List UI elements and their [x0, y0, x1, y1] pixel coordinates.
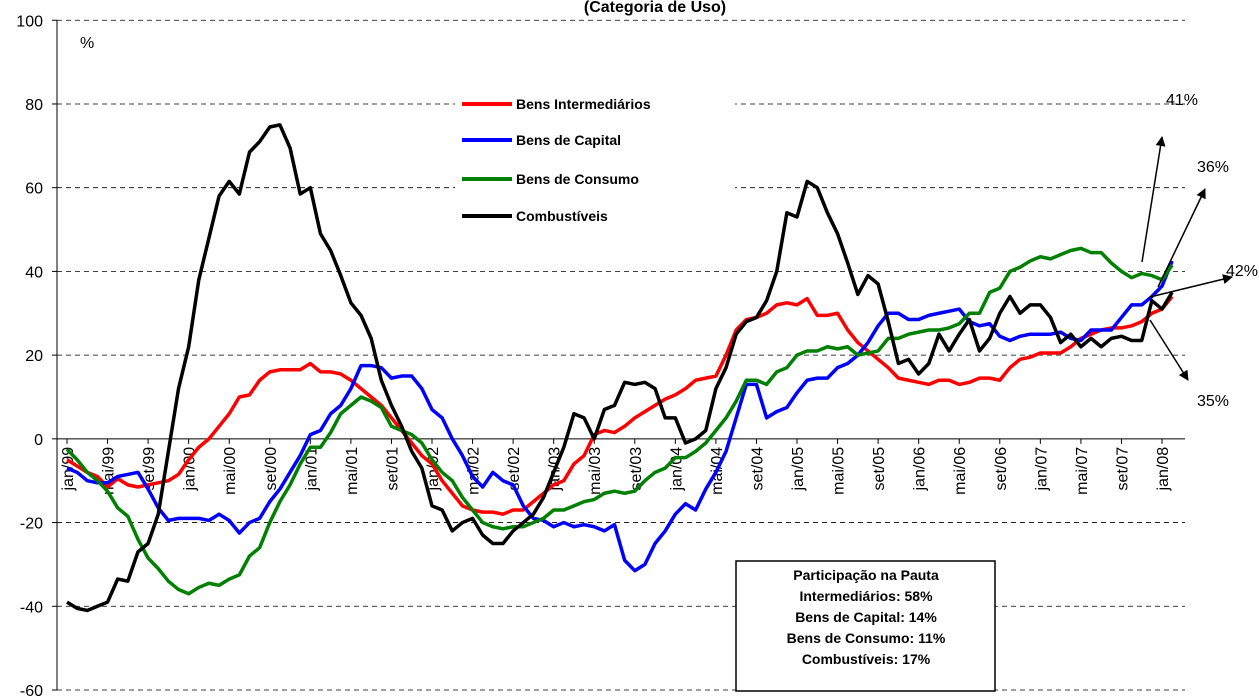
x-tick-label: set/06: [993, 447, 1010, 491]
annotation-arrows: [1141, 136, 1233, 381]
x-tick-label: mai/05: [831, 447, 848, 495]
y-tick-label: -60: [20, 683, 43, 697]
series-line: [66, 123, 1174, 613]
x-tick-label: jan/00: [182, 447, 199, 492]
x-tick-label: jan/08: [1155, 447, 1172, 492]
y-tick-label: 20: [25, 348, 43, 365]
series-line: [66, 260, 1174, 573]
y-axis-label: %: [80, 35, 94, 52]
lines: [65, 123, 1174, 613]
x-tick-label: set/02: [506, 447, 523, 491]
x-tick-label: mai/06: [952, 447, 969, 495]
x-tick-label: jan/07: [1033, 447, 1050, 492]
x-tick-label: set/00: [263, 447, 280, 491]
info-box-line: Bens de Consumo: 11%: [787, 630, 946, 646]
chart-title: (Categoria de Uso): [584, 0, 726, 16]
y-tick-label: 80: [25, 97, 43, 114]
info-box: Participação na Pauta Intermediários: 58…: [735, 560, 996, 692]
legend-label: Bens de Consumo: [516, 171, 639, 187]
annotation: 35%: [1197, 393, 1229, 410]
arrow: [1141, 136, 1166, 263]
y-tick-label: -20: [20, 516, 43, 533]
y-tick-label: 0: [34, 432, 43, 449]
x-tick-label: jan/06: [912, 447, 929, 492]
x-tick-label: mai/07: [1074, 447, 1091, 495]
legend-label: Combustíveis: [516, 208, 608, 224]
legend: Bens Intermediários Bens de Capital Bens d…: [462, 96, 651, 224]
info-box-frame: [735, 560, 996, 692]
series-line: [66, 295, 1174, 516]
x-tick-label: jan/05: [790, 447, 807, 492]
legend-background: [455, 88, 735, 230]
x-tick-label: set/07: [1114, 447, 1131, 491]
x-tick-label: set/03: [628, 447, 645, 491]
annotation: 42%: [1226, 263, 1258, 280]
legend-label: Bens de Capital: [516, 132, 621, 148]
arrow: [1149, 319, 1189, 381]
annotation: 36%: [1197, 159, 1229, 176]
x-tick-label: mai/03: [587, 447, 604, 495]
legend-label: Bens Intermediários: [516, 96, 651, 112]
x-tick-label: set/99: [141, 447, 158, 491]
arrow: [1149, 274, 1233, 298]
annotation: 41%: [1166, 92, 1198, 109]
info-box-line: Bens de Capital: 14%: [795, 609, 937, 625]
x-tick-label: set/01: [384, 447, 401, 491]
y-tick-label: -40: [20, 599, 43, 616]
info-box-line: Combustíveis: 17%: [802, 651, 931, 667]
series-line: [65, 246, 1174, 596]
x-tick-label: jan/04: [668, 447, 685, 492]
info-box-line: Intermediários: 58%: [799, 588, 933, 604]
arrow: [1157, 188, 1206, 288]
x-tick-label: jan/01: [303, 447, 320, 492]
x-tick-label: set/05: [871, 447, 888, 491]
y-tick-label: 100: [16, 13, 43, 30]
y-tick-label: 40: [25, 264, 43, 281]
x-tick-label: mai/00: [222, 447, 239, 495]
info-box-title: Participação na Pauta: [793, 567, 939, 583]
x-tick-label: mai/01: [344, 447, 361, 495]
x-tick-label: set/04: [749, 447, 766, 491]
y-tick-label: 60: [25, 181, 43, 198]
